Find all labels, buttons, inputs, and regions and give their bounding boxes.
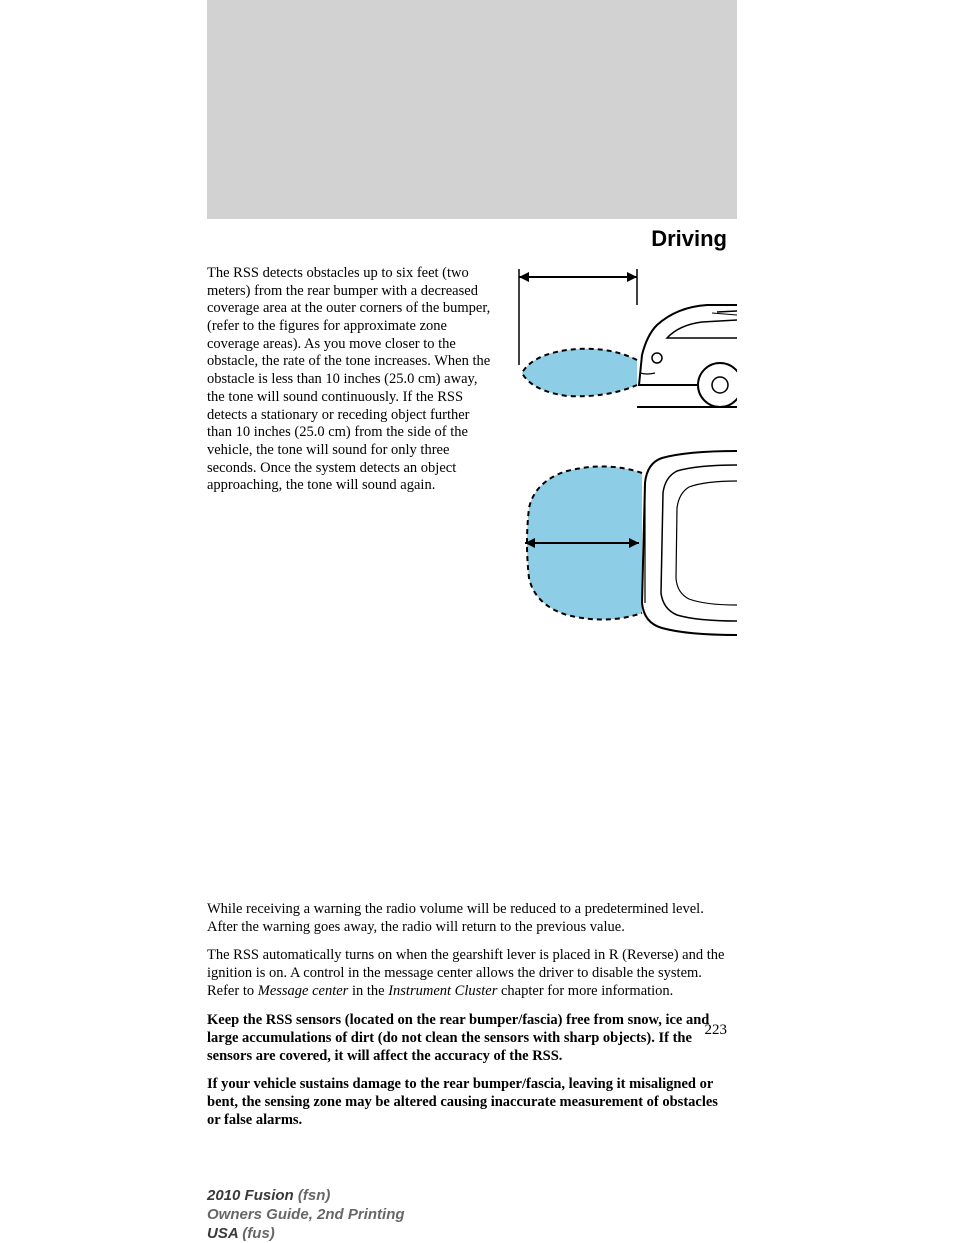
section-heading: Driving [651, 226, 727, 252]
p3-part-b: in the [348, 983, 388, 999]
p3-part-c: chapter for more information. [497, 983, 673, 999]
figure-top-view [507, 433, 737, 653]
page-number: 223 [705, 1022, 728, 1039]
paragraph-radio: While receiving a warning the radio volu… [207, 900, 727, 936]
content-area: The RSS detects obstacles up to six feet… [207, 265, 727, 1129]
footer-code2: (fus) [238, 1225, 275, 1242]
footer-model: 2010 Fusion [207, 1187, 294, 1204]
figure-column [507, 265, 737, 653]
paragraph-main: The RSS detects obstacles up to six feet… [207, 265, 492, 495]
footer-region: USA [207, 1225, 238, 1242]
footer-line-1: 2010 Fusion (fsn) [207, 1187, 405, 1206]
paragraph-auto-on: The RSS automatically turns on when the … [207, 946, 727, 1000]
footer-line-2: Owners Guide, 2nd Printing [207, 1206, 405, 1225]
p3-italic-1: Message center [258, 983, 349, 999]
footer-code1: (fsn) [294, 1187, 331, 1204]
footer-line-3: USA (fus) [207, 1225, 405, 1243]
figure-side-view [507, 265, 737, 425]
paragraph-keep-clean: Keep the RSS sensors (located on the rea… [207, 1011, 727, 1065]
p3-italic-2: Instrument Cluster [388, 983, 497, 999]
header-gray-block [207, 0, 737, 219]
paragraph-damage: If your vehicle sustains damage to the r… [207, 1075, 727, 1129]
